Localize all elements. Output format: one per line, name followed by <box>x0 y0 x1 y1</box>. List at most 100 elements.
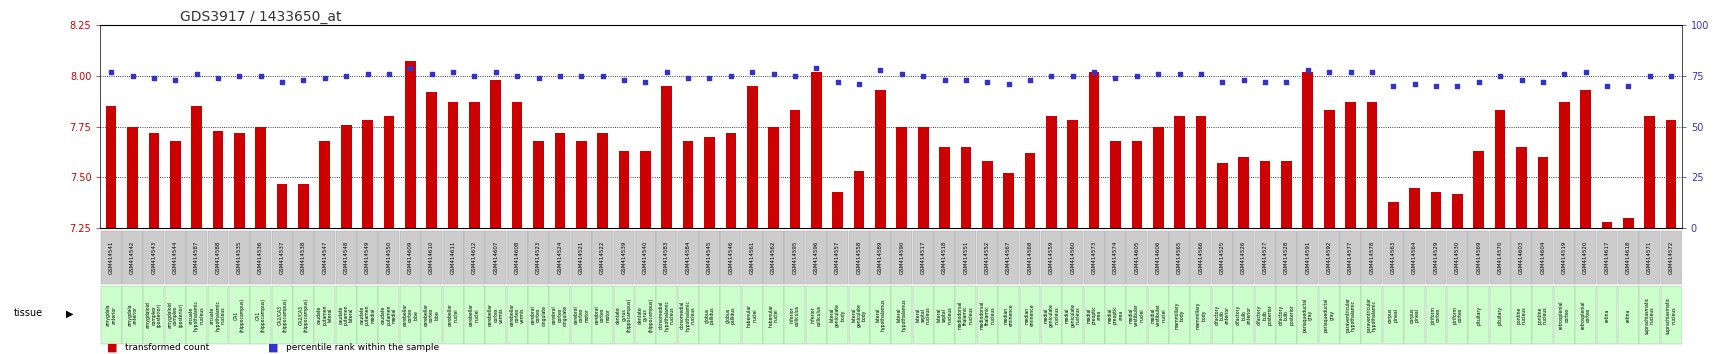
Text: GSM414529: GSM414529 <box>1434 241 1439 274</box>
Bar <box>1410 188 1420 228</box>
Bar <box>229 286 249 344</box>
Bar <box>1618 286 1638 344</box>
Text: cerebral
cortex
motor: cerebral cortex motor <box>594 306 611 324</box>
Bar <box>485 231 506 284</box>
Text: dorsomedial
hypothalamic
nucleus: dorsomedial hypothalamic nucleus <box>658 299 675 331</box>
Point <box>909 73 937 79</box>
Bar <box>362 120 372 228</box>
Bar <box>165 231 185 284</box>
Bar <box>1405 231 1425 284</box>
Bar <box>513 102 523 228</box>
Text: GSM414566: GSM414566 <box>1199 241 1204 274</box>
Text: GSM414549: GSM414549 <box>365 241 371 274</box>
Text: lateral
geniculate
body: lateral geniculate body <box>850 303 868 327</box>
Bar <box>721 231 741 284</box>
Text: GSM414588: GSM414588 <box>215 241 220 274</box>
Text: habenular
nuclei: habenular nuclei <box>769 304 779 326</box>
Text: GSM414609: GSM414609 <box>407 241 412 274</box>
Text: GSM414528: GSM414528 <box>1283 241 1289 274</box>
Text: GSM414569: GSM414569 <box>1476 241 1481 274</box>
Bar <box>1469 286 1490 344</box>
Point <box>930 77 958 82</box>
Point <box>1166 71 1193 76</box>
Text: GSM414550: GSM414550 <box>386 241 391 274</box>
Text: paraventricular
hypothalamic: paraventricular hypothalamic <box>1367 298 1377 332</box>
Text: periaqueductal
gray: periaqueductal gray <box>1323 298 1334 332</box>
Text: caudate
putamen
lateral: caudate putamen lateral <box>317 305 333 325</box>
Bar <box>208 286 229 344</box>
Bar <box>1276 231 1297 284</box>
Bar <box>272 231 293 284</box>
Bar <box>1431 192 1441 228</box>
Bar <box>1233 286 1254 344</box>
Bar <box>1382 286 1403 344</box>
Bar <box>400 286 421 344</box>
Bar <box>357 286 378 344</box>
Bar <box>1446 286 1467 344</box>
Bar <box>1233 231 1254 284</box>
Text: GSM414537: GSM414537 <box>279 241 284 274</box>
Point <box>1251 79 1278 85</box>
Text: GSM414517: GSM414517 <box>921 241 925 274</box>
Bar <box>700 286 721 344</box>
Bar <box>764 231 785 284</box>
Bar <box>1297 286 1318 344</box>
Bar <box>100 286 121 344</box>
Bar <box>828 286 849 344</box>
Bar <box>1574 286 1597 344</box>
Text: amygdaloid
complex
(posterior): amygdaloid complex (posterior) <box>168 302 184 329</box>
Bar <box>705 137 715 228</box>
Point <box>953 77 980 82</box>
Bar <box>336 231 357 284</box>
Text: GSM414618: GSM414618 <box>1626 241 1632 274</box>
Bar <box>598 133 608 228</box>
Text: inferior
colliculus: inferior colliculus <box>790 304 800 326</box>
Point <box>1443 83 1470 89</box>
Text: GSM414590: GSM414590 <box>899 241 904 274</box>
Bar <box>636 286 656 344</box>
Point <box>973 79 1001 85</box>
Text: GSM414592: GSM414592 <box>1327 241 1332 274</box>
Bar <box>336 286 357 344</box>
Bar <box>490 80 501 228</box>
Text: lateral
geniculate
body: lateral geniculate body <box>830 303 845 327</box>
Point <box>1507 77 1535 82</box>
Point <box>353 71 381 76</box>
Text: GSM414530: GSM414530 <box>1455 241 1460 274</box>
Text: corpus
pineal: corpus pineal <box>1410 307 1420 323</box>
Bar <box>1259 161 1270 228</box>
Text: GSM414604: GSM414604 <box>1540 241 1545 274</box>
Point <box>204 75 232 80</box>
Text: CA2/CA3
(hippocampus): CA2/CA3 (hippocampus) <box>277 298 288 332</box>
Bar <box>572 286 592 344</box>
Bar <box>1025 153 1036 228</box>
Text: GSM414583: GSM414583 <box>665 241 669 274</box>
Bar <box>315 231 336 284</box>
Bar <box>1661 286 1682 344</box>
Point <box>589 73 617 79</box>
Bar <box>998 231 1018 284</box>
Text: CA1
(hippocampus): CA1 (hippocampus) <box>256 298 267 332</box>
Text: GSM414567: GSM414567 <box>1006 241 1011 274</box>
Text: pontine
nucleus: pontine nucleus <box>1516 306 1526 324</box>
Text: ■: ■ <box>268 342 279 352</box>
Point <box>1529 79 1557 85</box>
Bar <box>934 286 954 344</box>
Text: GSM414578: GSM414578 <box>1370 241 1375 274</box>
Bar <box>577 141 587 228</box>
Text: GSM414562: GSM414562 <box>771 241 776 274</box>
Point <box>1658 73 1685 79</box>
Bar <box>726 133 736 228</box>
Text: GSM414545: GSM414545 <box>707 241 712 274</box>
Text: GSM414536: GSM414536 <box>258 241 263 274</box>
Bar <box>982 161 992 228</box>
Text: retrosplenial
cortex: retrosplenial cortex <box>1559 301 1569 329</box>
Bar <box>897 126 908 228</box>
Bar <box>934 231 954 284</box>
Bar <box>1387 202 1399 228</box>
Text: GSM414606: GSM414606 <box>1155 241 1160 274</box>
Text: mediodorsal
thalamic
nucleus: mediodorsal thalamic nucleus <box>958 301 973 329</box>
Text: GSM414617: GSM414617 <box>1604 241 1609 274</box>
Bar <box>1154 126 1164 228</box>
Bar <box>185 231 208 284</box>
